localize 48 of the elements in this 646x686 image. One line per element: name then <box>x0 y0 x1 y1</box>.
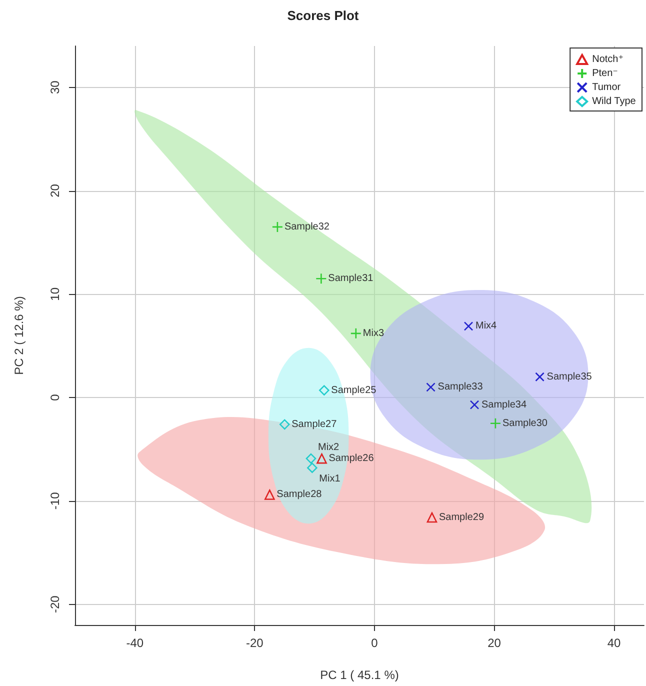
point <box>279 419 290 430</box>
annotation: Mix3 <box>362 328 384 339</box>
annotation: Sample27 <box>292 418 338 430</box>
annotation: Sample30 <box>502 418 548 429</box>
annotation: Sample35 <box>546 371 592 382</box>
annotation: Sample33 <box>438 382 484 393</box>
annotation: Sample26 <box>328 453 374 464</box>
point <box>470 400 480 410</box>
y-tick-label: 20 <box>48 184 62 198</box>
point <box>319 385 330 396</box>
point <box>307 462 318 473</box>
annotation: Mix2 <box>318 442 340 454</box>
point <box>306 453 316 464</box>
x-tick-label: 40 <box>607 636 622 650</box>
x-tick-label: -40 <box>126 636 144 650</box>
y-tick-label: -20 <box>48 595 62 613</box>
annotation: Sample31 <box>328 273 374 284</box>
annotation: Sample29 <box>438 512 484 523</box>
point <box>316 272 327 284</box>
point <box>264 490 275 500</box>
x-axis-title: PC 1 ( 45.1 %) <box>320 668 399 682</box>
y-axis-title: PC 2 ( 12.6 %) <box>12 296 26 375</box>
point <box>464 322 474 331</box>
annotation: Sample34 <box>482 399 527 410</box>
chart-title: Scores Plot <box>287 8 360 23</box>
annotation: Sample32 <box>284 221 330 232</box>
y-tick-label: 0 <box>48 394 62 401</box>
annotation: Mix4 <box>476 320 498 332</box>
annotation: Mix1 <box>319 473 341 484</box>
point <box>426 382 436 392</box>
x-tick-label: 20 <box>488 636 502 650</box>
x-tick-label: -20 <box>246 636 264 650</box>
point <box>272 221 284 233</box>
annotation: Sample28 <box>276 489 322 500</box>
legend-label: Tumor <box>592 82 622 93</box>
y-tick-label: -10 <box>48 492 62 510</box>
point <box>316 453 327 464</box>
legend-label: Pten⁻ <box>592 68 618 79</box>
point <box>350 328 362 340</box>
x-tick-label: 0 <box>371 636 378 650</box>
point <box>426 512 438 523</box>
y-tick-label: 30 <box>48 80 62 94</box>
annotation: Sample25 <box>331 384 377 396</box>
legend-label: Notch⁺ <box>592 54 624 65</box>
point <box>490 418 502 430</box>
y-tick-label: 10 <box>48 287 62 301</box>
legend-label: Wild Type <box>592 96 636 107</box>
point <box>535 372 544 382</box>
